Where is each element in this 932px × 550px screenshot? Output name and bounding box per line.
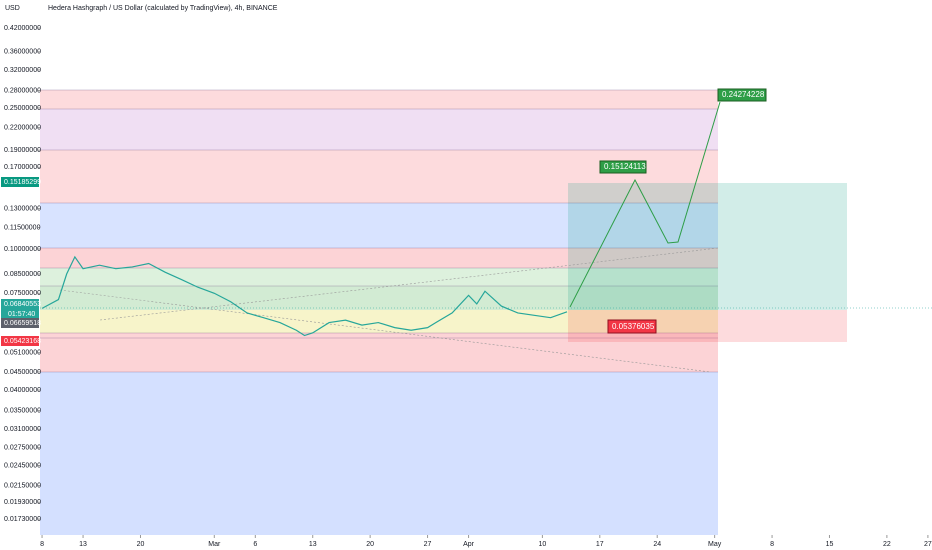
y-unit: USD [5, 5, 20, 12]
y-axis-bg [0, 0, 40, 535]
price-tag: 0.15185299 [4, 179, 41, 186]
x-tick-label: May [708, 541, 722, 548]
y-tick-label: 0.19000000 [4, 147, 41, 154]
projection-arrow [569, 101, 721, 308]
plot [41, 255, 568, 337]
fib-zones [40, 89, 718, 535]
y-tick-label: 0.25000000 [4, 105, 41, 112]
y-tick-label: 0.02450000 [4, 462, 41, 469]
annotation-bg [717, 88, 767, 102]
y-tick-label: 0.03500000 [4, 407, 41, 414]
y-tick-label: 0.07500000 [4, 290, 41, 297]
price-line [41, 255, 568, 337]
x-tick-label: 20 [137, 541, 145, 548]
x-tick-label: 24 [653, 541, 661, 548]
y-tick-label: 0.17000000 [4, 164, 41, 171]
x-tick-label: 27 [924, 541, 932, 548]
y-tick-label: 0.42000000 [4, 25, 41, 32]
annotation-bg [607, 319, 657, 334]
price-tag: 0.06659518 [4, 320, 41, 327]
y-tick-label: 0.28000000 [4, 87, 41, 94]
y-tick-label: 0.11500000 [4, 224, 41, 231]
annotation: 0.15124113 [604, 162, 646, 171]
x-tick-label: 6 [253, 541, 257, 548]
price-tag: 0.05423168 [4, 338, 41, 345]
y-tick-label: 0.01930000 [4, 499, 41, 506]
y-tick-label: 0.03100000 [4, 426, 41, 433]
y-tick-label: 0.13000000 [4, 205, 41, 212]
y-tick-label: 0.01730000 [4, 516, 41, 523]
annotation-bg [599, 160, 647, 174]
y-tick-label: 0.36000000 [4, 49, 41, 56]
x-tick-label: 13 [79, 541, 87, 548]
y-tick-label: 0.10000000 [4, 246, 41, 253]
x-tick-label: 15 [826, 541, 834, 548]
x-tick-label: 17 [596, 541, 604, 548]
y-tick-label: 0.02150000 [4, 482, 41, 489]
y-tick-label: 0.04500000 [4, 369, 41, 376]
annotation: 0.05376035 [612, 322, 655, 331]
x-tick-label: 27 [424, 541, 432, 548]
price-tag-bg [1, 336, 39, 346]
y-tick-label: 0.22000000 [4, 124, 41, 131]
countdown: 01:57:40 [8, 311, 35, 318]
price-tag-bg [1, 318, 39, 328]
y-tick-label: 0.02750000 [4, 445, 41, 452]
x-tick-label: Mar [208, 541, 221, 548]
x-tick-label: 22 [883, 541, 891, 548]
price-tag-bg [1, 177, 39, 187]
x-tick-label: 8 [770, 541, 774, 548]
price-tag: 0.06840553 [4, 301, 41, 308]
price-tag-bg [1, 299, 39, 320]
y-tick-label: 0.05100000 [4, 349, 41, 356]
y-tick-label: 0.04000000 [4, 387, 41, 394]
x-tick-label: 20 [366, 541, 374, 548]
x-tick-label: 13 [309, 541, 317, 548]
y-tick-label: 0.32000000 [4, 67, 41, 74]
x-tick-label: 8 [40, 541, 44, 548]
y-tick-label: 0.08500000 [4, 271, 41, 278]
x-tick-label: Apr [463, 541, 475, 548]
annotation: 0.24274228 [722, 90, 765, 99]
x-tick-label: 10 [538, 541, 546, 548]
chart-title: Hedera Hashgraph / US Dollar (calculated… [48, 5, 278, 12]
position-box [40, 183, 932, 373]
